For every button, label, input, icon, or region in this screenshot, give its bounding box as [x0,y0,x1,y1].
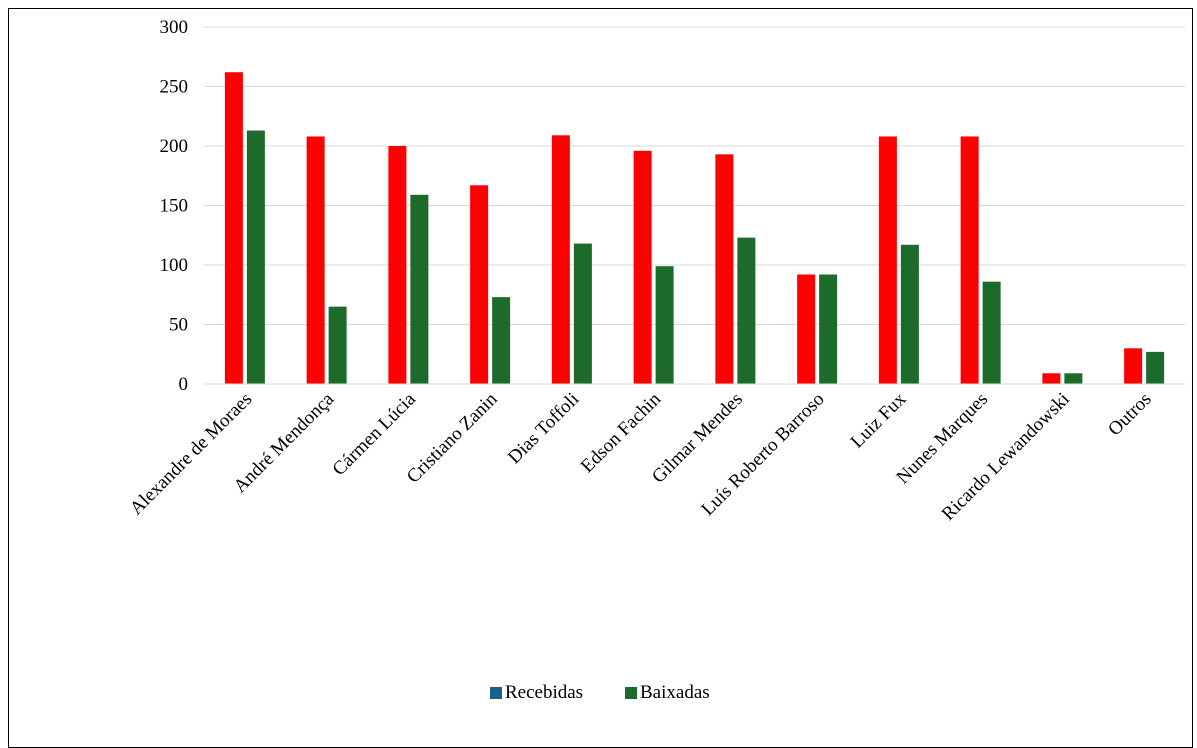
bar-baixadas-7 [819,274,838,384]
y-tick-label: 50 [169,315,188,336]
bar-recebidas-5 [633,150,652,384]
bar-recebidas-9 [960,136,979,384]
bar-baixadas-5 [655,266,674,384]
bar-recebidas-2 [388,146,407,384]
legend-swatch-recebidas [490,687,502,699]
y-tick-label: 200 [160,136,189,157]
bar-chart: 0 50 100 150 200 250 300 Alexandre de MoraesAn… [126,17,1185,703]
bar-baixadas-11 [1146,351,1165,384]
x-category-label: Alexandre de Moraes [126,389,256,519]
bar-baixadas-4 [573,243,592,384]
bar-baixadas-8 [900,244,919,384]
bar-recebidas-4 [551,135,570,384]
x-category-label: Edson Fachin [577,388,666,477]
bar-recebidas-10 [1042,373,1061,384]
bar-recebidas-3 [470,185,489,384]
bar-baixadas-2 [410,194,429,384]
bar-recebidas-11 [1124,348,1143,384]
y-tick-label: 300 [160,17,189,38]
bars [224,72,1165,384]
legend-swatch-baixadas [625,687,637,699]
bar-baixadas-10 [1064,373,1083,384]
bar-baixadas-6 [737,237,756,384]
y-tick-label: 0 [179,374,189,395]
y-tick-label: 250 [160,77,189,98]
bar-baixadas-9 [982,281,1001,384]
bar-recebidas-8 [878,136,897,384]
bar-baixadas-1 [328,306,347,384]
bar-recebidas-1 [306,136,325,384]
bar-baixadas-0 [246,130,265,384]
bar-recebidas-0 [224,72,243,384]
y-axis-ticks: 0 50 100 150 200 250 300 [160,17,189,395]
x-category-label: Luiz Fux [847,388,911,452]
y-tick-label: 100 [160,255,189,276]
x-category-label: Cármen Lúcia [329,388,421,480]
y-tick-label: 150 [160,196,189,217]
legend-label-baixadas: Baixadas [640,682,710,703]
x-category-label: Dias Toffoli [504,389,583,468]
legend: Recebidas Baixadas [490,682,710,703]
bar-recebidas-6 [715,154,734,384]
gridlines [204,26,1185,325]
bar-baixadas-3 [492,297,511,384]
legend-label-recebidas: Recebidas [505,682,583,703]
x-category-label: Outros [1104,389,1155,440]
bar-recebidas-7 [797,274,816,384]
